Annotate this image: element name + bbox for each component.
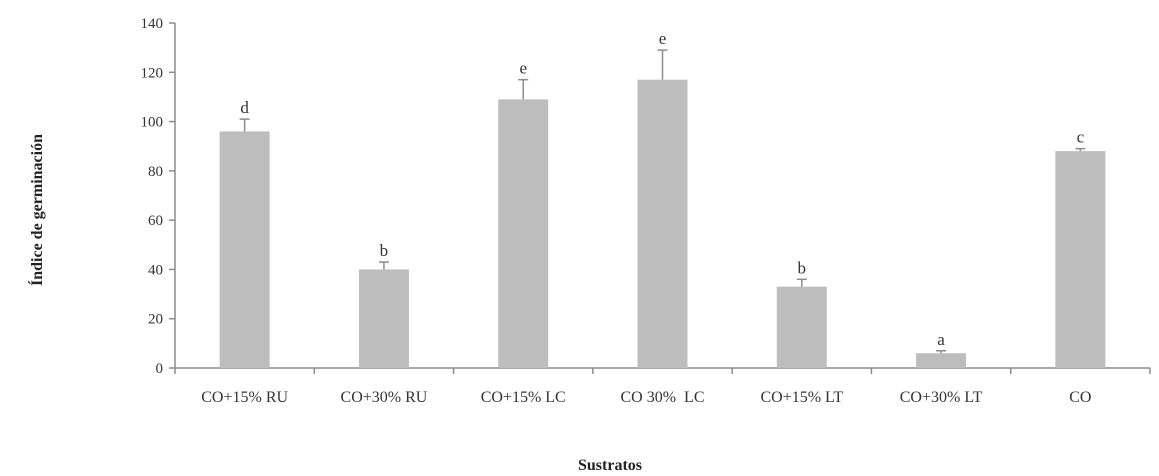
bar-7 [1055, 151, 1106, 368]
significance-letter: a [937, 330, 945, 349]
significance-letter: d [240, 98, 249, 117]
x-category-label: CO+30% RU [341, 389, 428, 406]
significance-letters: d b e e b a c [240, 29, 1084, 349]
y-tick-label: 140 [141, 16, 164, 32]
x-category-label: CO [1069, 389, 1091, 406]
y-tick-label: 20 [148, 312, 163, 328]
category-labels: CO+15% RU CO+30% RU CO+15% LC CO 30% LC CO+1… [201, 389, 1091, 406]
x-category-label: CO+30% LT [900, 389, 983, 406]
x-category-label: CO+15% LC [481, 389, 566, 406]
y-axis-title: Índice de germinación [27, 134, 46, 286]
significance-letter: b [380, 241, 389, 260]
bar-2 [358, 269, 409, 368]
bars [219, 79, 1106, 369]
bar-4 [637, 79, 688, 368]
significance-letter: e [519, 59, 527, 78]
x-category-label: CO+15% RU [201, 389, 288, 406]
y-tick-label: 0 [156, 361, 164, 377]
y-tick-label: 120 [141, 65, 164, 81]
y-tick-label: 40 [148, 262, 163, 278]
y-tick-label: 60 [148, 213, 163, 229]
bar-1 [219, 131, 270, 368]
error-bars [239, 49, 1086, 354]
x-axis-title: Sustratos [578, 457, 642, 474]
y-axis: 0 20 40 60 80 100 120 140 [141, 16, 176, 377]
x-category-label: CO 30% LC [621, 389, 705, 406]
bar-3 [498, 99, 549, 369]
bar-5 [776, 286, 827, 368]
x-category-label: CO+15% LT [760, 389, 843, 406]
significance-letter: c [1077, 128, 1085, 147]
x-axis [174, 367, 1151, 374]
bar-6 [916, 353, 967, 368]
y-tick-label: 100 [141, 115, 164, 131]
significance-letter: b [798, 258, 807, 277]
y-tick-label: 80 [148, 164, 163, 180]
significance-letter: e [659, 29, 667, 48]
